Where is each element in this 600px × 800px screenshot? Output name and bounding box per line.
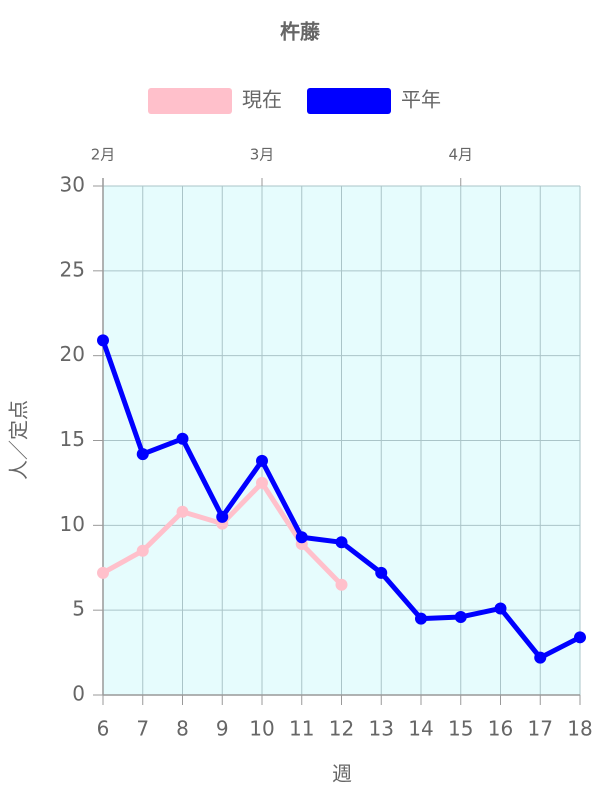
point bbox=[176, 432, 189, 445]
point bbox=[335, 536, 348, 549]
x-tick-label: 7 bbox=[136, 717, 149, 741]
legend-swatch bbox=[148, 88, 232, 114]
x-tick-label: 13 bbox=[369, 717, 394, 741]
y-tick-label: 5 bbox=[72, 597, 85, 621]
point bbox=[136, 544, 149, 557]
point bbox=[97, 566, 109, 579]
legend-swatch bbox=[307, 88, 391, 114]
point bbox=[136, 448, 149, 461]
point bbox=[454, 610, 467, 623]
y-axis-label: 人／定点 bbox=[7, 400, 31, 480]
point bbox=[375, 566, 388, 579]
y-tick-label: 30 bbox=[60, 173, 85, 197]
point bbox=[295, 531, 308, 544]
x-tick-label: 10 bbox=[249, 717, 274, 741]
y-tick-label: 0 bbox=[72, 682, 85, 706]
y-tick-label: 15 bbox=[60, 427, 85, 451]
legend-label: 平年 bbox=[401, 88, 441, 112]
x-tick-label: 12 bbox=[329, 717, 354, 741]
point bbox=[415, 612, 427, 625]
legend-label: 現在 bbox=[242, 88, 282, 112]
x-tick-label: 17 bbox=[528, 717, 553, 741]
point bbox=[97, 334, 109, 347]
point bbox=[256, 454, 268, 467]
chart-title: 杵藤 bbox=[280, 20, 321, 44]
x-tick-label: 8 bbox=[176, 717, 189, 741]
point bbox=[494, 602, 507, 615]
y-tick-label: 20 bbox=[60, 342, 85, 366]
x-tick-label: 16 bbox=[488, 717, 513, 741]
point bbox=[176, 505, 189, 518]
x-tick-label: 9 bbox=[216, 717, 229, 741]
point bbox=[216, 510, 229, 523]
point bbox=[534, 651, 547, 664]
point bbox=[335, 578, 348, 591]
y-tick-label: 25 bbox=[60, 257, 85, 281]
point bbox=[256, 476, 268, 489]
y-tick-label: 10 bbox=[60, 512, 85, 536]
x-tick-label: 11 bbox=[289, 717, 314, 741]
x-tick-label: 15 bbox=[448, 717, 473, 741]
x-tick-label: 14 bbox=[408, 717, 433, 741]
x-tick-label: 18 bbox=[567, 717, 592, 741]
x2-tick-label: 3月 bbox=[250, 146, 275, 164]
point bbox=[574, 631, 586, 644]
x-axis-label: 週 bbox=[332, 762, 352, 786]
x2-tick-label: 4月 bbox=[448, 146, 473, 164]
x-tick-label: 6 bbox=[97, 717, 110, 741]
x2-tick-label: 2月 bbox=[91, 146, 116, 164]
